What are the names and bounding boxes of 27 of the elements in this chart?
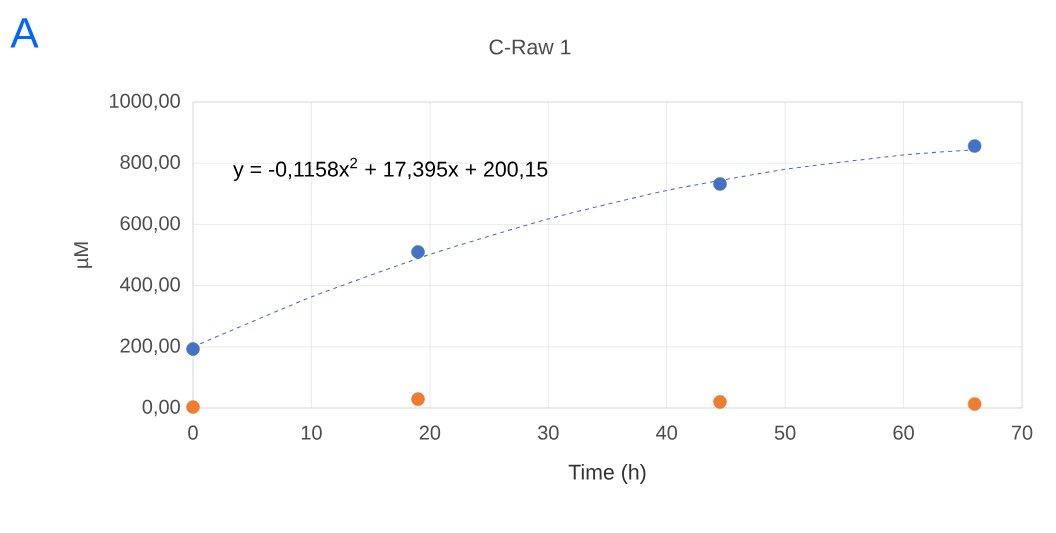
x-axis-title: Time (h) (568, 464, 646, 484)
point (411, 392, 425, 406)
y-axis-title: µM (74, 242, 93, 268)
x-tick-label: 30 (537, 425, 559, 440)
x-tick-label: 0 (188, 425, 198, 440)
x-tick-label: 40 (656, 425, 678, 440)
point (967, 397, 982, 411)
y-tick-label: 0,00 (142, 399, 180, 417)
y-tick-label: 800,00 (120, 154, 180, 172)
y-tick-label: 400,00 (120, 277, 180, 294)
text: A (10, 18, 39, 48)
y-tick-label: 1000,00 (109, 93, 180, 111)
y-tick-label: 600,00 (120, 216, 180, 233)
x-tick-label: 60 (893, 425, 914, 440)
point (713, 177, 727, 191)
point (186, 400, 200, 414)
annotation: y = -0,1158x$^{2}$ + 17,395x + 200,15 (233, 157, 548, 181)
point (411, 245, 425, 259)
x-tick-label: 70 (1011, 425, 1033, 440)
x-tick-label: 10 (301, 425, 322, 440)
x-tick-label: 20 (419, 425, 441, 440)
chart-title: C-Raw 1 (489, 39, 571, 55)
point (186, 342, 200, 356)
y-tick-label: 200,00 (120, 338, 180, 356)
point (713, 395, 727, 409)
x-tick-label: 50 (774, 425, 796, 440)
point (967, 139, 982, 153)
